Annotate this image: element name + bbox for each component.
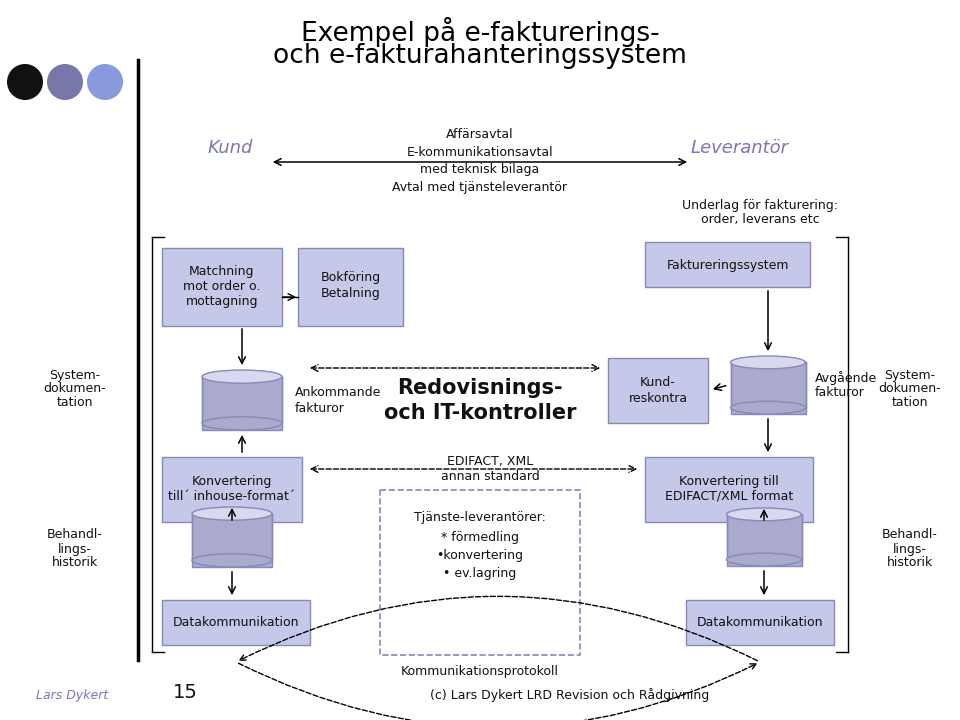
- Text: Lars Dykert: Lars Dykert: [36, 688, 108, 701]
- Bar: [162, 248, 282, 326]
- Text: annan standard: annan standard: [441, 470, 540, 484]
- Text: EDIFACT/XML format: EDIFACT/XML format: [665, 490, 793, 503]
- Text: mottagning: mottagning: [185, 295, 258, 308]
- Ellipse shape: [202, 370, 282, 383]
- Text: till´ inhouse-format´: till´ inhouse-format´: [168, 490, 296, 503]
- Bar: [162, 600, 310, 645]
- Bar: [608, 358, 708, 423]
- Text: Matchning: Matchning: [189, 266, 254, 279]
- Text: •konvertering: •konvertering: [437, 549, 523, 562]
- Ellipse shape: [192, 507, 272, 520]
- Circle shape: [7, 64, 43, 100]
- Text: Betalning: Betalning: [322, 287, 381, 300]
- Bar: [192, 513, 272, 567]
- Text: Faktureringssystem: Faktureringssystem: [667, 258, 789, 271]
- Text: Leverantör: Leverantör: [691, 139, 789, 157]
- Text: tation: tation: [892, 397, 928, 410]
- Text: • ev.lagring: • ev.lagring: [444, 567, 516, 580]
- Text: reskontra: reskontra: [629, 392, 687, 405]
- Text: fakturor: fakturor: [815, 387, 865, 400]
- Text: Avtal med tjänsteleverantör: Avtal med tjänsteleverantör: [393, 181, 567, 194]
- Text: tation: tation: [57, 397, 93, 410]
- Bar: [298, 248, 403, 326]
- Text: historik: historik: [52, 557, 98, 570]
- Text: lings-: lings-: [58, 542, 92, 556]
- Text: och IT-kontroller: och IT-kontroller: [384, 403, 576, 423]
- Text: Exempel på e-fakturerings-: Exempel på e-fakturerings-: [300, 17, 660, 47]
- Text: Konvertering till: Konvertering till: [679, 474, 779, 487]
- Text: dokumen-: dokumen-: [878, 382, 942, 395]
- Text: dokumen-: dokumen-: [44, 382, 107, 395]
- Text: (c) Lars Dykert LRD Revision och Rådgivning: (c) Lars Dykert LRD Revision och Rådgivn…: [430, 688, 709, 702]
- Text: Kund-: Kund-: [640, 377, 676, 390]
- Text: Ankommande: Ankommande: [295, 387, 381, 400]
- Text: Kund: Kund: [207, 139, 252, 157]
- Text: historik: historik: [887, 557, 933, 570]
- Text: mot order o.: mot order o.: [183, 281, 261, 294]
- Text: E-kommunikationsavtal: E-kommunikationsavtal: [407, 146, 553, 160]
- Text: * förmedling: * förmedling: [441, 531, 519, 544]
- Bar: [202, 377, 282, 430]
- Ellipse shape: [202, 417, 282, 430]
- Bar: [162, 457, 302, 522]
- Bar: [731, 362, 805, 414]
- Text: System-: System-: [49, 369, 101, 382]
- Text: System-: System-: [884, 369, 936, 382]
- Text: Behandl-: Behandl-: [47, 528, 103, 541]
- Text: 15: 15: [173, 683, 198, 701]
- Text: Behandl-: Behandl-: [882, 528, 938, 541]
- Ellipse shape: [727, 553, 802, 566]
- Text: Kommunikationsprotokoll: Kommunikationsprotokoll: [401, 665, 559, 678]
- Bar: [645, 242, 810, 287]
- Text: Tjänste-leverantörer:: Tjänste-leverantörer:: [414, 511, 546, 524]
- Text: EDIFACT, XML: EDIFACT, XML: [446, 456, 533, 469]
- Ellipse shape: [727, 508, 802, 521]
- Text: och e-fakturahanteringssystem: och e-fakturahanteringssystem: [273, 43, 687, 69]
- Text: fakturor: fakturor: [295, 402, 345, 415]
- Text: Datakommunikation: Datakommunikation: [697, 616, 824, 629]
- Text: Datakommunikation: Datakommunikation: [173, 616, 300, 629]
- Text: Avgående: Avgående: [815, 371, 877, 385]
- Text: Konvertering: Konvertering: [192, 474, 273, 487]
- Text: order, leverans etc: order, leverans etc: [701, 214, 819, 227]
- Text: Redovisnings-: Redovisnings-: [397, 378, 563, 398]
- Bar: [686, 600, 834, 645]
- Text: med teknisk bilaga: med teknisk bilaga: [420, 163, 540, 176]
- Bar: [645, 457, 813, 522]
- Text: Bokföring: Bokföring: [321, 271, 381, 284]
- Text: Underlag för fakturering:: Underlag för fakturering:: [682, 199, 838, 212]
- Ellipse shape: [192, 554, 272, 567]
- Text: lings-: lings-: [893, 542, 927, 556]
- Text: Affärsavtal: Affärsavtal: [446, 128, 514, 142]
- Bar: [380, 490, 580, 655]
- Ellipse shape: [731, 401, 805, 414]
- Circle shape: [87, 64, 123, 100]
- Bar: [727, 514, 802, 566]
- Ellipse shape: [731, 356, 805, 369]
- Circle shape: [47, 64, 83, 100]
